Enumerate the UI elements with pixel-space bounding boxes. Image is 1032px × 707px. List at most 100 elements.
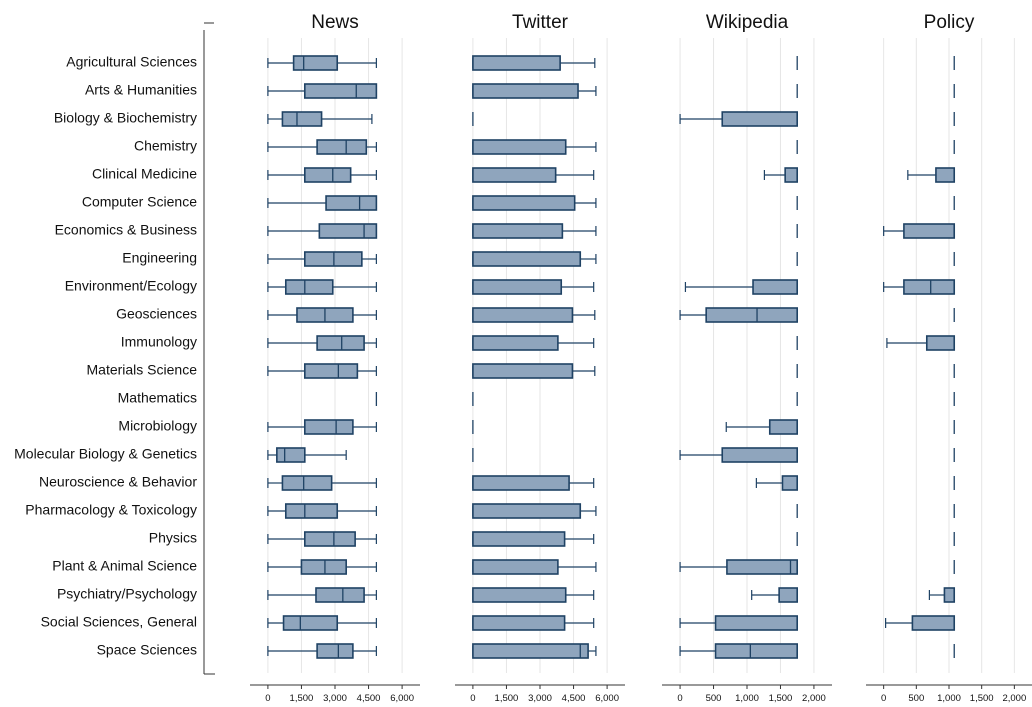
box-wikipedia-9 xyxy=(679,307,798,323)
iqr-box xyxy=(472,251,582,267)
box-news-13 xyxy=(267,419,377,435)
x-tick-label: 3,000 xyxy=(323,693,347,704)
category-label: Agricultural Sciences xyxy=(66,54,197,70)
x-tick-label: 4,500 xyxy=(357,693,381,704)
iqr-box xyxy=(935,167,956,183)
iqr-box xyxy=(472,559,559,575)
iqr-box xyxy=(282,615,339,631)
panel-title: Policy xyxy=(924,12,975,33)
iqr-box xyxy=(325,195,378,211)
x-tick-label: 0 xyxy=(265,693,270,704)
x-tick-label: 1,500 xyxy=(495,693,519,704)
panel-twitter: Twitter 0 1,500 3,000 4,500 6,000 xyxy=(455,12,625,704)
iqr-box xyxy=(472,139,567,155)
iqr-box xyxy=(721,447,798,463)
category-label: Engineering xyxy=(122,250,197,266)
iqr-box xyxy=(316,643,354,659)
box-news-14 xyxy=(267,447,347,463)
iqr-box xyxy=(304,531,356,547)
box-policy-20 xyxy=(885,615,956,631)
x-tick-label: 1,500 xyxy=(970,693,994,704)
box-news-7 xyxy=(267,251,377,267)
category-label: Immunology xyxy=(121,334,197,350)
iqr-box xyxy=(784,167,798,183)
box-policy-19 xyxy=(928,587,956,603)
iqr-box xyxy=(472,335,559,351)
iqr-box xyxy=(943,587,956,603)
x-tick-label: 500 xyxy=(706,693,722,704)
x-tick-label: 2,000 xyxy=(1002,693,1026,704)
panel-policy: Policy 0 500 1,000 1,500 2,000 xyxy=(866,12,1032,704)
box-twitter-3 xyxy=(472,139,597,155)
category-label: Materials Science xyxy=(87,362,198,378)
box-news-11 xyxy=(267,363,377,379)
box-news-16 xyxy=(267,503,377,519)
panel-wikipedia: Wikipedia 0 500 1,000 1,500 2,000 xyxy=(662,12,832,704)
box-wikipedia-8 xyxy=(684,279,798,295)
category-labels: Agricultural Sciences Arts & Humanities Bi… xyxy=(14,54,197,658)
iqr-box xyxy=(472,531,566,547)
iqr-box xyxy=(472,503,582,519)
category-label: Plant & Animal Science xyxy=(52,558,197,574)
x-tick-label: 2,000 xyxy=(802,693,826,704)
box-policy-6 xyxy=(883,223,956,239)
box-news-3 xyxy=(267,139,377,155)
box-policy-10 xyxy=(886,335,956,351)
iqr-box xyxy=(752,279,798,295)
category-label: Social Sciences, General xyxy=(41,614,197,630)
iqr-box xyxy=(292,55,339,71)
box-news-8 xyxy=(267,279,377,295)
iqr-box xyxy=(472,223,564,239)
iqr-box xyxy=(472,587,567,603)
x-tick-label: 0 xyxy=(677,693,682,704)
box-wikipedia-19 xyxy=(751,587,798,603)
panels: News 0 1,500 3,000 4,500 6,000 Twitter 0 1,500 3,… xyxy=(250,12,1032,704)
box-wikipedia-20 xyxy=(679,615,798,631)
x-tick-label: 500 xyxy=(908,693,924,704)
x-tick-label: 3,000 xyxy=(528,693,552,704)
box-twitter-20 xyxy=(472,615,595,631)
x-tick-label: 1,000 xyxy=(937,693,961,704)
iqr-box xyxy=(281,475,333,491)
box-twitter-7 xyxy=(472,251,597,267)
iqr-box xyxy=(304,167,352,183)
box-twitter-15 xyxy=(472,475,595,491)
iqr-box xyxy=(768,419,798,435)
panel-title: Wikipedia xyxy=(706,12,789,33)
box-news-15 xyxy=(267,475,377,491)
box-twitter-11 xyxy=(472,363,596,379)
category-label: Clinical Medicine xyxy=(92,166,197,182)
x-tick-label: 4,500 xyxy=(562,693,586,704)
iqr-box xyxy=(284,279,334,295)
iqr-box xyxy=(281,111,323,127)
category-label: Molecular Biology & Genetics xyxy=(14,446,197,462)
iqr-box xyxy=(284,503,339,519)
iqr-box xyxy=(318,223,378,239)
iqr-box xyxy=(300,559,347,575)
box-twitter-19 xyxy=(472,587,595,603)
box-twitter-9 xyxy=(472,307,596,323)
box-wikipedia-21 xyxy=(679,643,798,659)
iqr-box xyxy=(304,83,378,99)
iqr-box xyxy=(315,587,365,603)
box-twitter-10 xyxy=(472,335,595,351)
iqr-box xyxy=(472,615,566,631)
iqr-box xyxy=(925,335,956,351)
box-news-4 xyxy=(267,167,377,183)
category-label: Computer Science xyxy=(82,194,197,210)
category-label: Arts & Humanities xyxy=(85,82,197,98)
iqr-box xyxy=(714,643,798,659)
box-news-21 xyxy=(267,643,377,659)
box-news-0 xyxy=(267,55,377,71)
iqr-box xyxy=(472,363,574,379)
category-label: Space Sciences xyxy=(97,642,197,658)
category-label: Geosciences xyxy=(116,306,197,322)
iqr-box xyxy=(472,279,563,295)
category-label: Pharmacology & Toxicology xyxy=(25,502,197,518)
box-news-18 xyxy=(267,559,377,575)
x-tick-label: 6,000 xyxy=(390,693,414,704)
box-wikipedia-2 xyxy=(679,111,798,127)
iqr-box xyxy=(781,475,798,491)
box-twitter-0 xyxy=(472,55,596,71)
panel-title: Twitter xyxy=(512,12,569,33)
